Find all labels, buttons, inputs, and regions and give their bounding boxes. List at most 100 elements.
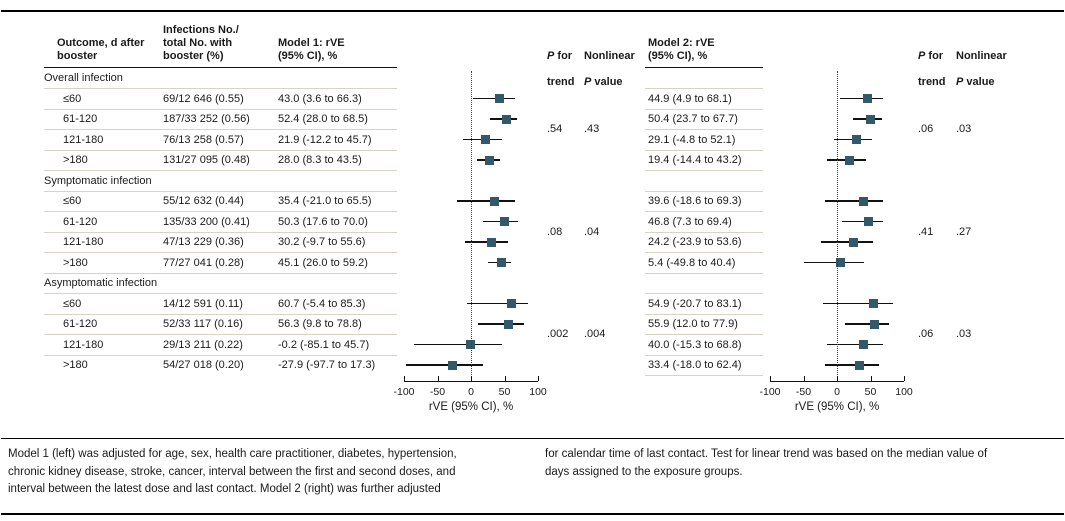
model1-ci-cell: 43.0 (3.6 to 66.3) [278,92,362,105]
axis-tick [538,375,540,381]
point-estimate-marker [490,196,500,206]
nonlinear-p-value: .27 [956,225,972,238]
p-trend-value: .002 [547,328,569,341]
ci-line [456,200,515,202]
point-estimate-marker [495,94,505,103]
row-separator [645,88,763,89]
outcome-cell: 61-120 [63,113,98,125]
row-separator [645,190,763,192]
model1-ci-cell: 50.3 (17.6 to 70.0) [278,215,368,228]
infections-cell: 55/12 632 (0.44) [163,195,244,207]
row-separator [44,149,397,151]
axis-tick-label: 0 [834,386,840,398]
row-separator [645,211,763,212]
outcome-cell: 121-180 [63,133,104,146]
point-estimate-marker [447,360,457,370]
header-underline-left-table [44,67,397,68]
model2-ci-cell: 44.9 (4.9 to 68.1) [648,92,732,105]
axis-tick-label: 50 [864,386,877,398]
outcome-cell: 121-180 [63,338,104,351]
row-separator [44,293,397,294]
point-estimate-marker [836,258,846,267]
nonlinear-word: Nonlinear [584,50,635,62]
axis-tick-label: -50 [795,386,812,398]
axis-tick-label: 50 [498,386,511,398]
row-separator [645,108,763,110]
point-estimate-marker [501,114,511,124]
footnote-left: Model 1 (left) was adjusted for age, sex… [8,448,457,495]
column-header-nonlinear-left: Nonlinear P value [584,37,635,102]
row-separator [44,88,397,89]
bottom-rule [1,513,1064,515]
model1-ci-cell: 56.3 (9.8 to 78.8) [278,318,362,330]
row-separator [44,129,397,130]
x-axis-line [404,381,538,383]
ci-line [473,97,516,100]
p-italic: P [584,76,592,88]
model1-ci-cell: 35.4 (-21.0 to 65.5) [278,195,372,207]
model2-ci-cell: 29.1 (-4.8 to 52.1) [648,133,736,146]
point-estimate-marker [845,155,855,165]
axis-tick [770,375,772,381]
header-underline-model2 [645,67,763,68]
row-separator [44,211,397,212]
outcome-cell: >180 [63,359,88,371]
axis-tick [904,375,906,381]
point-estimate-marker [848,237,858,247]
for-word: for [557,50,573,62]
outcome-cell: ≤60 [63,92,82,105]
point-estimate-marker [869,319,879,329]
row-separator [645,375,763,376]
point-estimate-marker [859,196,869,206]
ci-line [824,364,879,366]
p-italic: P [547,50,555,62]
row-separator [44,190,397,192]
axis-tick [870,375,872,381]
trend-word: trend [547,76,575,88]
row-separator [645,313,763,315]
row-separator [44,252,397,253]
row-separator [645,272,763,274]
axis-tick-label: -100 [393,386,415,398]
model2-ci-cell: 19.4 (-14.4 to 43.2) [648,154,742,166]
point-estimate-marker [863,217,873,226]
ci-line [840,97,883,100]
point-estimate-marker [485,155,495,165]
section-label: Overall infection [44,72,123,84]
row-separator [645,252,763,253]
ci-line [803,261,865,264]
p-trend-value: .06 [918,328,934,341]
row-separator [645,354,763,356]
nonlinear-p-value: .03 [956,123,972,136]
row-separator [44,272,397,274]
ci-line [467,302,529,305]
row-separator [44,354,397,356]
row-separator [44,108,397,110]
footnote-right: for calendar time of last contact. Test … [545,448,988,478]
point-estimate-marker [859,340,869,349]
nonlinear-p-value: .04 [584,225,600,238]
infections-cell: 52/33 117 (0.16) [163,318,243,330]
ci-line [820,241,873,243]
infections-cell: 187/33 252 (0.56) [163,113,250,125]
ci-line [477,323,524,325]
p-trend-value: .54 [547,123,563,136]
axis-tick [437,375,439,381]
infections-cell: 69/12 646 (0.55) [163,92,244,105]
axis-tick-label: 100 [529,386,547,398]
point-estimate-marker [486,237,496,247]
p-trend-value: .08 [547,225,563,238]
value-word: value [594,76,623,88]
infections-cell: 77/27 041 (0.28) [163,256,244,269]
model2-ci-cell: 39.6 (-18.6 to 69.3) [648,195,742,207]
ci-line [823,302,893,305]
model1-ci-cell: -27.9 (-97.7 to 17.3) [278,359,376,371]
ci-line [824,200,884,202]
nonlinear-p-value: .43 [584,123,600,136]
value-word: value [966,76,995,88]
axis-tick [471,375,473,381]
point-estimate-marker [854,360,864,370]
p-italic: P [956,76,964,88]
point-estimate-marker [500,217,510,226]
axis-tick-label: -50 [429,386,446,398]
